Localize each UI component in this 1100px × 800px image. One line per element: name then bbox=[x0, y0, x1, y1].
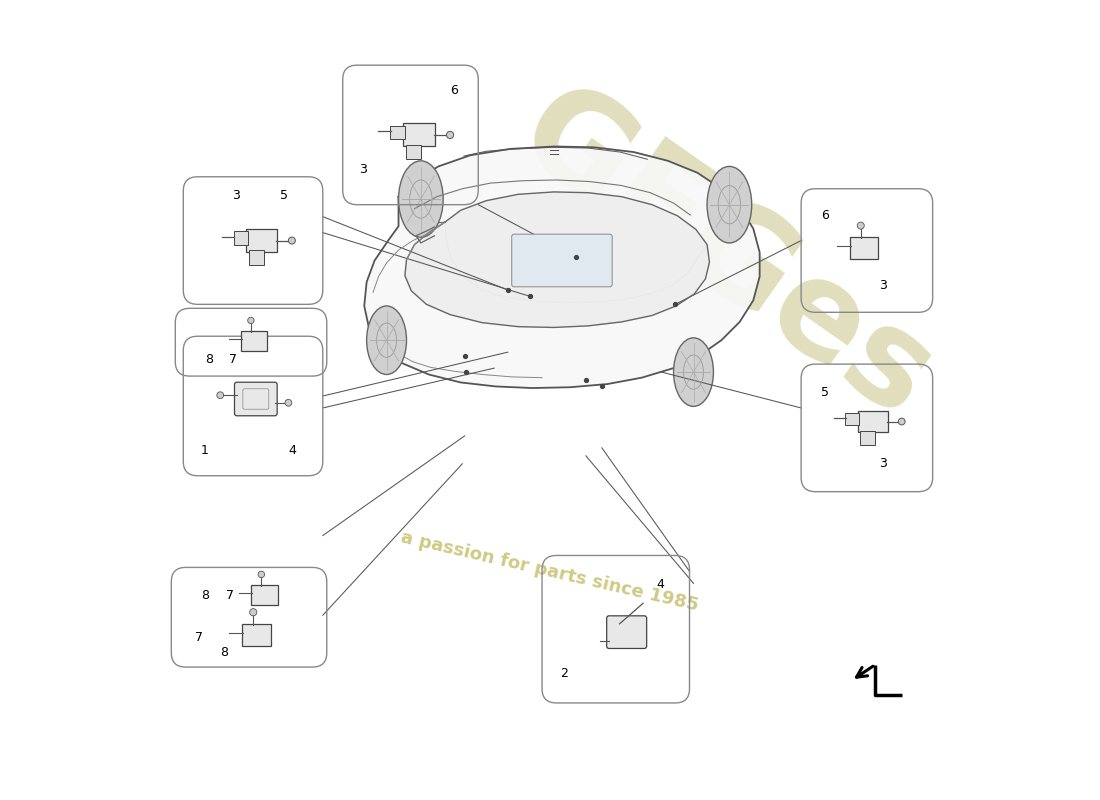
Ellipse shape bbox=[288, 237, 296, 244]
Ellipse shape bbox=[398, 161, 443, 238]
Ellipse shape bbox=[250, 609, 256, 616]
FancyBboxPatch shape bbox=[233, 231, 248, 245]
FancyBboxPatch shape bbox=[846, 413, 859, 426]
Text: 3: 3 bbox=[359, 163, 367, 176]
Ellipse shape bbox=[258, 571, 265, 578]
Ellipse shape bbox=[673, 338, 714, 406]
Text: 4: 4 bbox=[656, 578, 664, 591]
Text: 6: 6 bbox=[821, 210, 828, 222]
FancyBboxPatch shape bbox=[512, 234, 613, 286]
Ellipse shape bbox=[366, 306, 407, 374]
Text: 3: 3 bbox=[879, 278, 887, 292]
Ellipse shape bbox=[285, 399, 292, 406]
Ellipse shape bbox=[248, 318, 254, 324]
Text: 7: 7 bbox=[227, 589, 234, 602]
Text: 4: 4 bbox=[288, 444, 296, 457]
Text: 7: 7 bbox=[229, 353, 236, 366]
FancyBboxPatch shape bbox=[607, 616, 647, 649]
FancyBboxPatch shape bbox=[860, 431, 875, 445]
FancyBboxPatch shape bbox=[390, 126, 405, 139]
FancyBboxPatch shape bbox=[242, 624, 272, 646]
Text: 1: 1 bbox=[200, 444, 208, 457]
FancyBboxPatch shape bbox=[252, 586, 278, 606]
Text: 7: 7 bbox=[196, 630, 204, 644]
Ellipse shape bbox=[899, 418, 905, 425]
Text: 8: 8 bbox=[205, 353, 212, 366]
Polygon shape bbox=[405, 192, 710, 327]
Text: 6: 6 bbox=[450, 84, 458, 97]
Ellipse shape bbox=[447, 131, 453, 138]
Text: 5: 5 bbox=[821, 386, 828, 398]
FancyBboxPatch shape bbox=[246, 230, 277, 252]
Text: 8: 8 bbox=[220, 646, 228, 658]
Ellipse shape bbox=[857, 222, 865, 229]
FancyBboxPatch shape bbox=[406, 145, 421, 159]
FancyBboxPatch shape bbox=[234, 382, 277, 416]
Ellipse shape bbox=[707, 166, 751, 243]
Text: a passion for parts since 1985: a passion for parts since 1985 bbox=[399, 528, 701, 614]
FancyBboxPatch shape bbox=[241, 331, 267, 350]
Ellipse shape bbox=[217, 392, 223, 398]
Text: 3: 3 bbox=[232, 190, 240, 202]
Text: 8: 8 bbox=[201, 589, 209, 602]
Text: 5: 5 bbox=[279, 190, 288, 202]
Polygon shape bbox=[364, 146, 760, 388]
Text: 3: 3 bbox=[879, 457, 887, 470]
Text: 2: 2 bbox=[560, 667, 568, 680]
FancyBboxPatch shape bbox=[850, 238, 879, 258]
Text: GFGes: GFGes bbox=[494, 68, 956, 445]
FancyBboxPatch shape bbox=[249, 250, 264, 265]
FancyBboxPatch shape bbox=[404, 123, 436, 146]
FancyBboxPatch shape bbox=[858, 410, 888, 433]
